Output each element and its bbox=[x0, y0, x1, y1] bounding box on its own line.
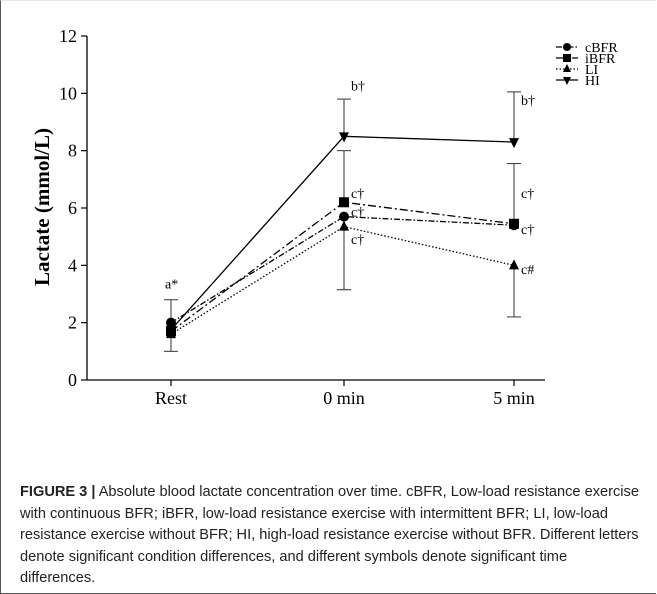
series-line-cbfr bbox=[170, 215, 515, 324]
y-tick-label: 0 bbox=[68, 370, 77, 390]
annotation-label: b† bbox=[521, 94, 535, 109]
annotation-label: b† bbox=[351, 79, 365, 94]
x-tick-label: 0 min bbox=[323, 388, 365, 408]
significance-annotations: a* b† c† c† c† b† c† c† c# bbox=[165, 79, 535, 292]
data-point-cbfr bbox=[166, 317, 176, 328]
y-tick-label: 12 bbox=[59, 26, 77, 46]
series-line-li bbox=[170, 225, 515, 335]
legend-marker bbox=[563, 43, 571, 51]
legend-label: HI bbox=[585, 74, 600, 89]
series-line-ibfr bbox=[170, 201, 515, 332]
data-point-hi bbox=[509, 138, 519, 149]
legend-label: cBFR bbox=[585, 41, 618, 56]
legend-label: LI bbox=[585, 63, 599, 78]
annotation-label: c† bbox=[351, 187, 364, 202]
y-tick-label: 6 bbox=[68, 198, 77, 218]
data-point-hi bbox=[339, 132, 349, 143]
series-lines bbox=[170, 135, 515, 335]
legend-marker bbox=[563, 54, 571, 62]
error-bars bbox=[164, 91, 521, 352]
y-tick-label: 2 bbox=[68, 313, 77, 333]
x-tick-label: Rest bbox=[155, 388, 187, 408]
line-chart: Lactate (mmol/L) 0 2 4 6 8 10 12 Rest 0 min 5 min… bbox=[30, 26, 618, 408]
series-line-hi bbox=[170, 135, 515, 331]
data-point-li bbox=[339, 220, 349, 231]
data-point-li bbox=[509, 259, 519, 270]
data-point-ibfr bbox=[339, 197, 349, 208]
series-markers bbox=[166, 132, 519, 339]
annotation-label: c# bbox=[521, 263, 534, 278]
legend-marker bbox=[563, 77, 571, 85]
data-point-hi bbox=[166, 325, 176, 336]
annotation-label: a* bbox=[165, 277, 178, 292]
data-point-cbfr bbox=[339, 211, 349, 222]
caption-text: Absolute blood lactate concentration ove… bbox=[20, 484, 639, 586]
y-tick-label: 10 bbox=[59, 83, 77, 103]
caption-label: FIGURE 3 | bbox=[20, 484, 96, 500]
annotation-label: c† bbox=[351, 233, 364, 248]
data-point-ibfr bbox=[509, 218, 519, 229]
annotation-label: c† bbox=[351, 206, 364, 221]
annotation-label: c† bbox=[521, 187, 534, 202]
y-tick-label: 4 bbox=[68, 255, 77, 275]
annotation-label: c† bbox=[521, 223, 534, 238]
legend-marker bbox=[563, 64, 571, 72]
figure-caption: FIGURE 3 | Absolute blood lactate concen… bbox=[20, 482, 642, 590]
legend-label: iBFR bbox=[585, 52, 616, 67]
y-axis-label: Lactate (mmol/L) bbox=[30, 128, 54, 286]
y-tick-label: 8 bbox=[68, 141, 77, 161]
x-tick-label: 5 min bbox=[493, 388, 535, 408]
chart-axes: Lactate (mmol/L) 0 2 4 6 8 10 12 Rest 0 min 5 min bbox=[30, 26, 545, 408]
